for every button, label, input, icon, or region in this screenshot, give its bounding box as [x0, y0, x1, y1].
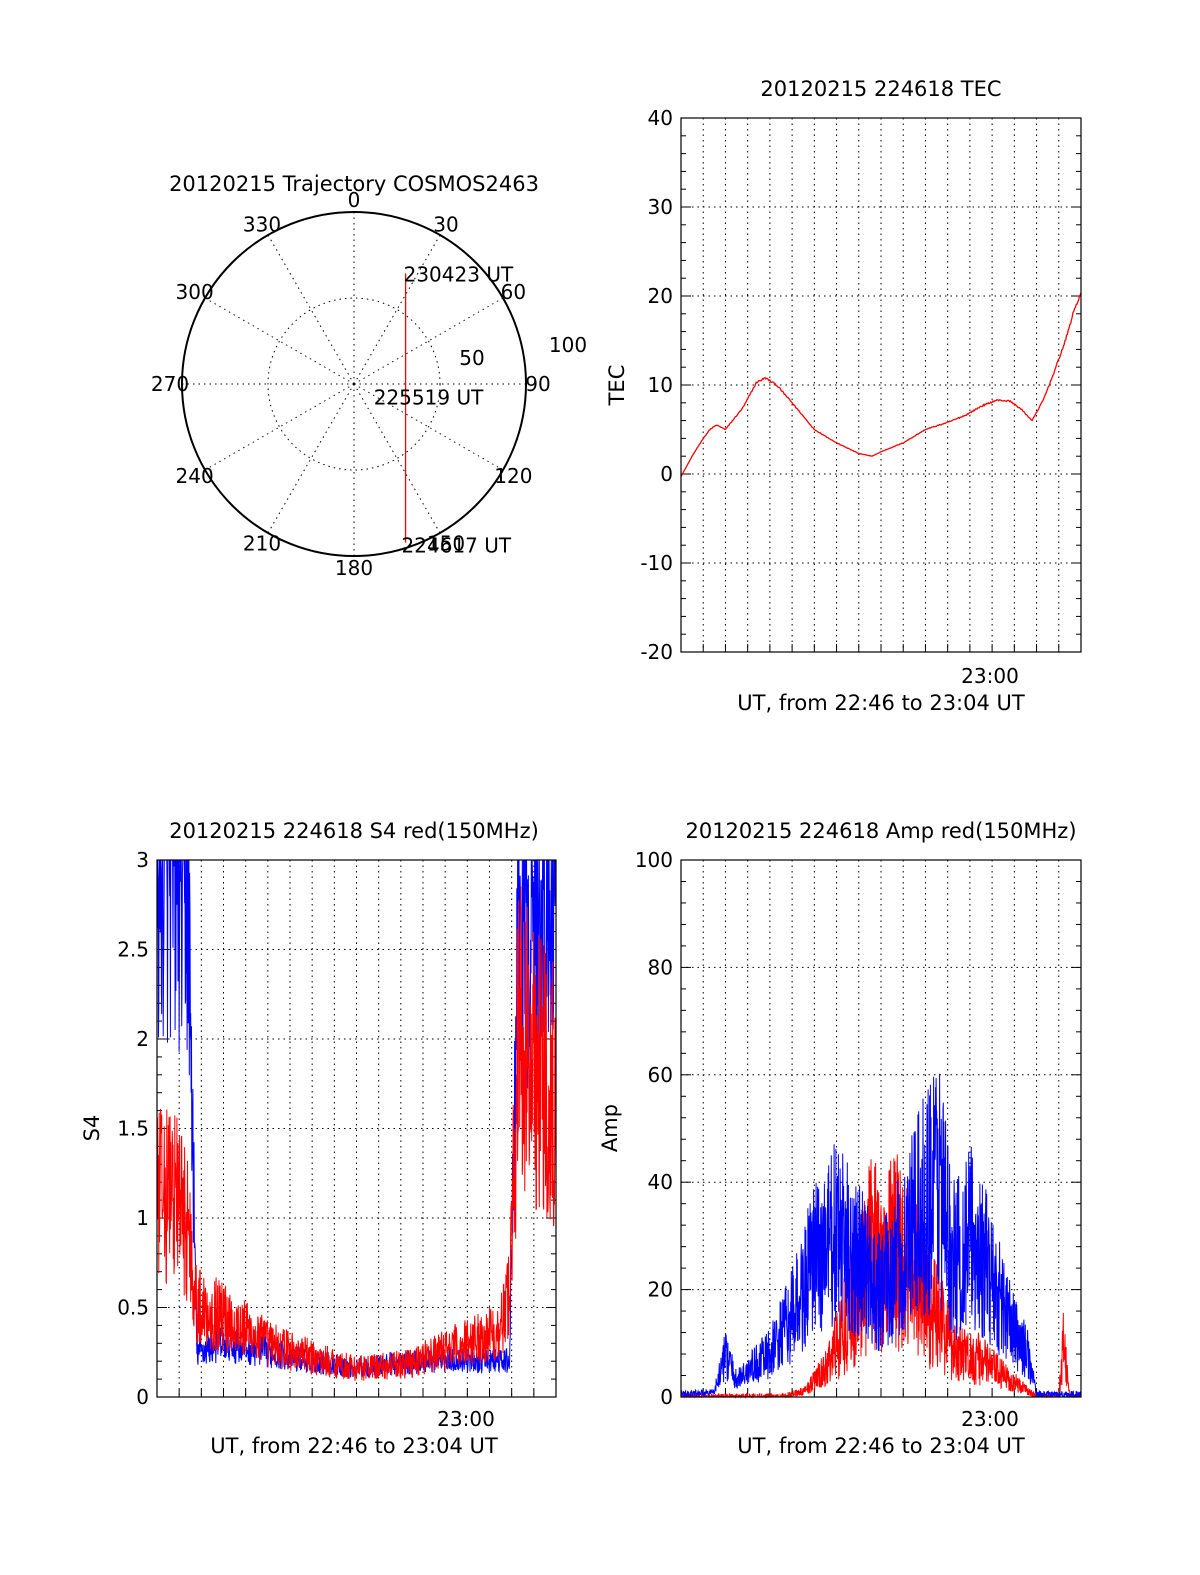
polar-azimuth-label: 300 [176, 280, 214, 304]
tec-x-tick-label: 23:00 [961, 664, 1019, 688]
polar-spoke [267, 383, 355, 534]
tec-y-tick-label: 40 [648, 106, 673, 130]
amp-y-tick-label: 100 [635, 848, 673, 872]
polar-azimuth-label: 180 [335, 556, 373, 580]
tec-y-tick-labels: -20 -10 0 10 20 30 40 [640, 106, 673, 664]
amp-y-tick-label: 40 [648, 1170, 673, 1194]
polar-spoke [204, 383, 355, 471]
tec-series [680, 292, 1082, 478]
tec-y-tick-label: 20 [648, 284, 673, 308]
polar-azimuth-label: 60 [501, 280, 526, 304]
tec-y-tick-label: 0 [660, 462, 673, 486]
polar-azimuth-label: 90 [525, 372, 550, 396]
polar-radial-label-50: 50 [459, 346, 484, 370]
amp-title: 20120215 224618 Amp red(150MHz) [685, 819, 1076, 843]
s4-y-tick-label: 2.5 [117, 938, 149, 962]
polar-azimuth-label: 150 [427, 531, 465, 555]
polar-azimuth-label: 330 [243, 213, 281, 237]
tec-x-axis-label: UT, from 22:46 to 23:04 UT [737, 691, 1025, 715]
s4-y-tick-label: 0.5 [117, 1296, 149, 1320]
polar-title: 20120215 Trajectory COSMOS2463 [169, 172, 539, 196]
polar-outer-circle [181, 211, 527, 557]
s4-plot-frame [156, 859, 557, 1398]
s4-y-tick-label: 2 [136, 1027, 149, 1051]
s4-x-axis-label: UT, from 22:46 to 23:04 UT [210, 1434, 498, 1458]
tec-series-red [680, 292, 1082, 478]
amp-panel: 20120215 224618 Amp red(150MHz) 0 20 40 60 8… [598, 819, 1082, 1458]
amp-y-tick-labels: 0 20 40 60 80 100 [635, 848, 673, 1409]
s4-y-tick-labels: 0 0.5 1 1.5 2 2.5 3 [117, 848, 149, 1409]
s4-panel: 20120215 224618 S4 red(150MHz) 0 0.5 1 1.5 2… [80, 819, 557, 1458]
tec-y-tick-label: 30 [648, 195, 673, 219]
polar-spoke [267, 234, 355, 385]
trajectory-mid-label: 225519 UT [374, 385, 484, 409]
s4-y-tick-label: 3 [136, 848, 149, 872]
polar-spoke [353, 297, 504, 385]
s4-x-tick-label: 23:00 [437, 1407, 495, 1431]
amp-x-tick-label: 23:00 [961, 1407, 1019, 1431]
polar-azimuth-label: 0 [348, 188, 361, 212]
polar-spoke [353, 383, 504, 471]
amp-series [680, 1073, 1082, 1399]
amp-plot-frame [680, 859, 1082, 1398]
amp-x-axis-label: UT, from 22:46 to 23:04 UT [737, 1434, 1025, 1458]
s4-y-axis-label: S4 [80, 1115, 104, 1142]
amp-y-tick-label: 60 [648, 1063, 673, 1087]
tec-plot-frame [680, 117, 1082, 653]
polar-grid-circle [267, 297, 441, 471]
amp-y-tick-label: 20 [648, 1278, 673, 1302]
amp-y-tick-label: 80 [648, 955, 673, 979]
tec-grid [681, 117, 1081, 653]
polar-panel: 20120215 Trajectory COSMOS2463 0 30 60 90 12… [151, 172, 587, 580]
polar-azimuth-label: 240 [176, 464, 214, 488]
polar-radial-label-100: 100 [549, 333, 587, 357]
polar-grid [182, 212, 526, 556]
tec-y-tick-label: 10 [648, 373, 673, 397]
polar-azimuth-label: 120 [494, 464, 532, 488]
polar-spoke [353, 383, 441, 534]
s4-y-tick-label: 0 [136, 1385, 149, 1409]
polar-azimuth-label: 210 [243, 531, 281, 555]
amp-grid [681, 859, 1081, 1398]
trajectory-end-label: 230423 UT [404, 262, 514, 286]
tec-panel: 20120215 224618 TEC -20 -10 0 10 20 30 40 23:0… [605, 77, 1082, 715]
polar-spoke [353, 234, 441, 385]
s4-y-tick-label: 1.5 [117, 1117, 149, 1141]
amp-y-axis-label: Amp [598, 1104, 622, 1152]
tec-y-tick-label: -20 [640, 640, 673, 664]
polar-azimuth-label: 270 [151, 372, 189, 396]
s4-y-tick-label: 1 [136, 1206, 149, 1230]
s4-title: 20120215 224618 S4 red(150MHz) [169, 819, 539, 843]
polar-spoke [204, 297, 355, 385]
s4-series [156, 859, 557, 1381]
s4-series-red [156, 886, 557, 1381]
amp-series-blue [680, 1073, 1082, 1399]
amp-y-tick-label: 0 [660, 1385, 673, 1409]
polar-azimuth-labels: 0 30 60 90 120 150 180 210 240 270 300 330 [151, 188, 551, 580]
tec-y-tick-label: -10 [640, 551, 673, 575]
tec-y-axis-label: TEC [605, 365, 629, 407]
polar-azimuth-label: 30 [433, 213, 458, 237]
tec-title: 20120215 224618 TEC [760, 77, 1001, 101]
trajectory-start-label: 224617 UT [402, 534, 512, 558]
